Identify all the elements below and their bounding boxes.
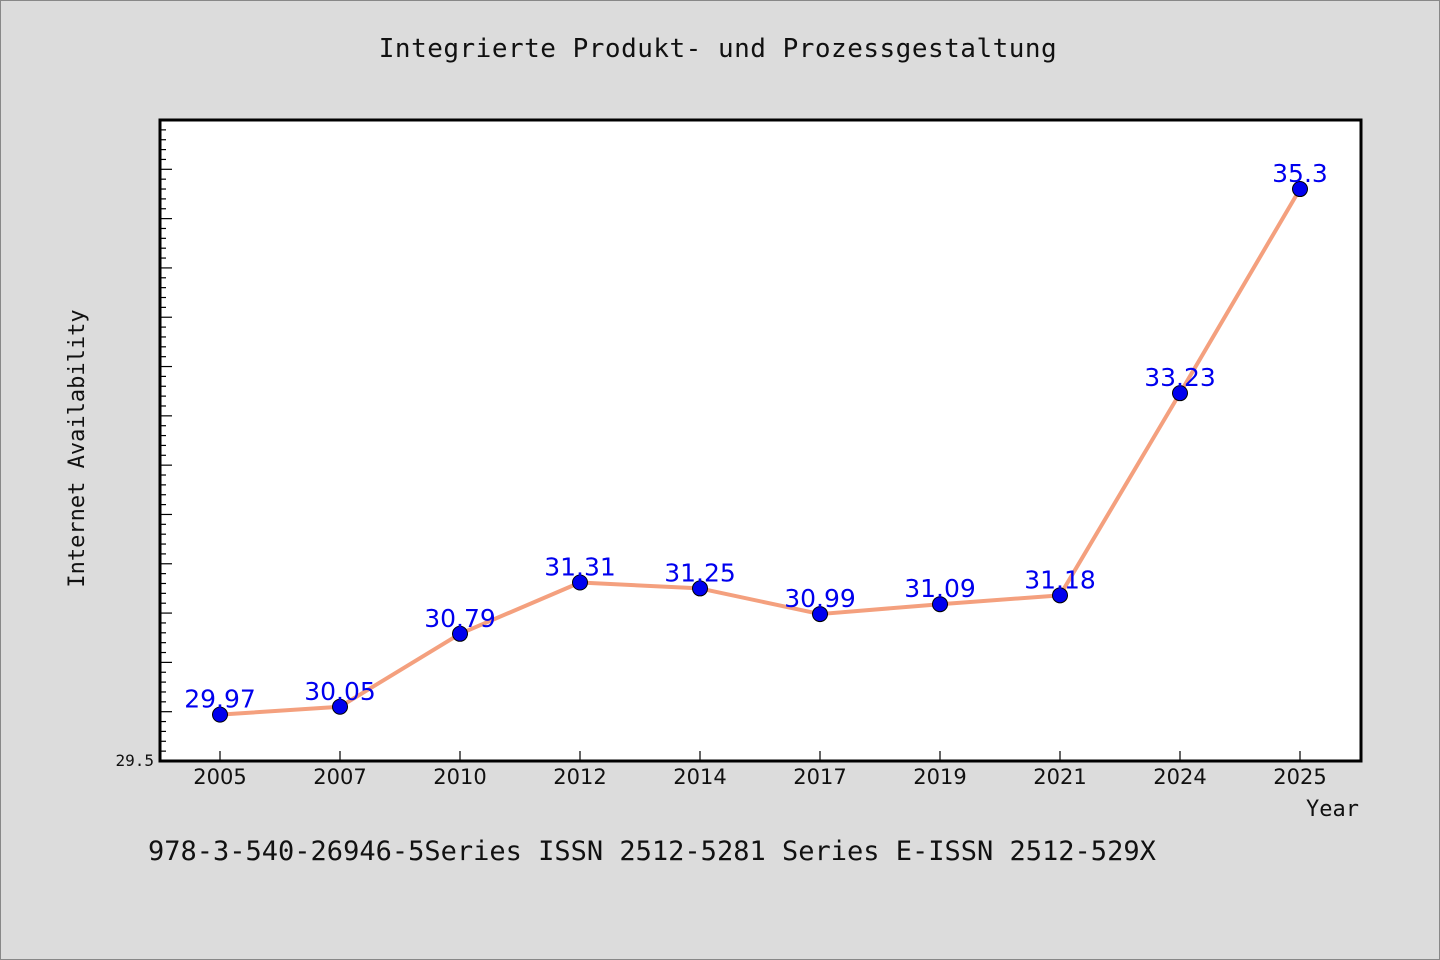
data-value-label: 31.18 [1024,565,1096,594]
data-value-label: 35.3 [1272,159,1328,188]
footer-isbn-text: 978-3-540-26946-5Series ISSN 2512-5281 S… [148,836,1156,867]
series-line [218,187,1302,717]
x-tick-label: 2014 [673,765,726,789]
data-value-label: 29.97 [184,685,256,714]
y-tick-label: 29.5 [115,751,154,770]
data-point [452,625,468,642]
data-value-label: 31.31 [544,553,616,582]
x-tick-label: 2005 [193,765,246,789]
data-point [1292,181,1308,198]
data-value-label: 33.23 [1144,363,1216,392]
x-tick-label: 2019 [913,765,966,789]
data-point [932,596,948,613]
x-tick-label: 2007 [313,765,366,789]
data-labels: 29.97 30.05 30.79 31.31 31.25 30.99 31.09 31.18… [184,159,1328,714]
data-value-label: 31.09 [904,574,976,603]
data-point [332,698,348,715]
x-tick-label: 2024 [1153,765,1206,789]
data-point [812,606,828,623]
plot-area [158,118,1363,763]
x-tick-label: 2021 [1033,765,1086,789]
series-group [212,181,1308,723]
data-point [572,574,588,591]
data-value-label: 31.25 [664,558,736,587]
x-tick-label: 2025 [1273,765,1326,789]
x-tick-label: 2017 [793,765,846,789]
y-axis-ticks: 29.5 [115,129,172,770]
x-axis-label: Year [1306,797,1359,822]
data-value-label: 30.05 [304,677,376,706]
data-point [1052,587,1068,604]
x-axis-ticks: 2005 2007 2010 2012 2014 2017 2019 2021 2024 2025 [193,751,1327,789]
chart-title: Integrierte Produkt- und Prozessgestaltu… [378,34,1058,64]
data-point [1172,385,1188,402]
data-point [692,580,708,597]
data-value-label: 30.79 [424,604,496,633]
x-tick-label: 2010 [433,765,486,789]
data-value-label: 30.99 [784,584,856,613]
x-tick-label: 2012 [553,765,606,789]
y-axis-label: Internet Availability [65,309,90,587]
data-point [212,706,228,723]
